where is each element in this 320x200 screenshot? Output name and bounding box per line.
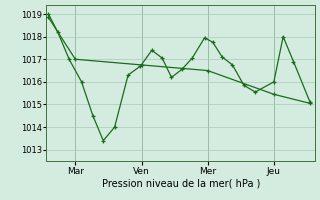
X-axis label: Pression niveau de la mer( hPa ): Pression niveau de la mer( hPa ) bbox=[102, 178, 260, 188]
